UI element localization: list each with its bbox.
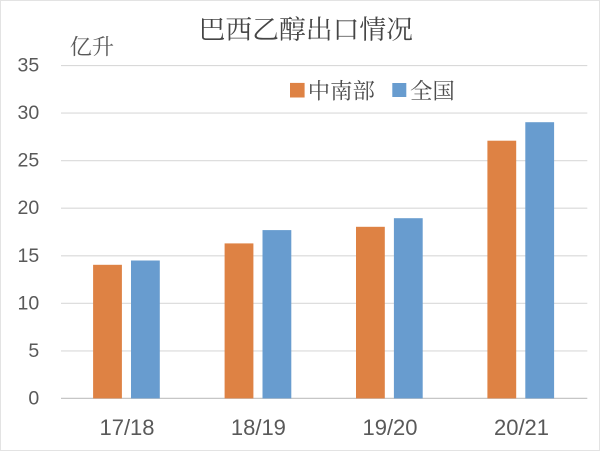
- svg-text:20/21: 20/21: [494, 415, 549, 440]
- svg-text:20: 20: [17, 197, 39, 219]
- svg-text:35: 35: [17, 55, 39, 77]
- svg-text:19/20: 19/20: [362, 415, 417, 440]
- svg-text:18/19: 18/19: [231, 415, 286, 440]
- svg-text:10: 10: [17, 292, 39, 314]
- svg-text:17/18: 17/18: [99, 415, 154, 440]
- svg-text:0: 0: [28, 387, 39, 409]
- svg-text:25: 25: [17, 150, 39, 172]
- svg-text:15: 15: [17, 245, 39, 267]
- svg-text:5: 5: [28, 340, 39, 362]
- svg-text:30: 30: [17, 102, 39, 124]
